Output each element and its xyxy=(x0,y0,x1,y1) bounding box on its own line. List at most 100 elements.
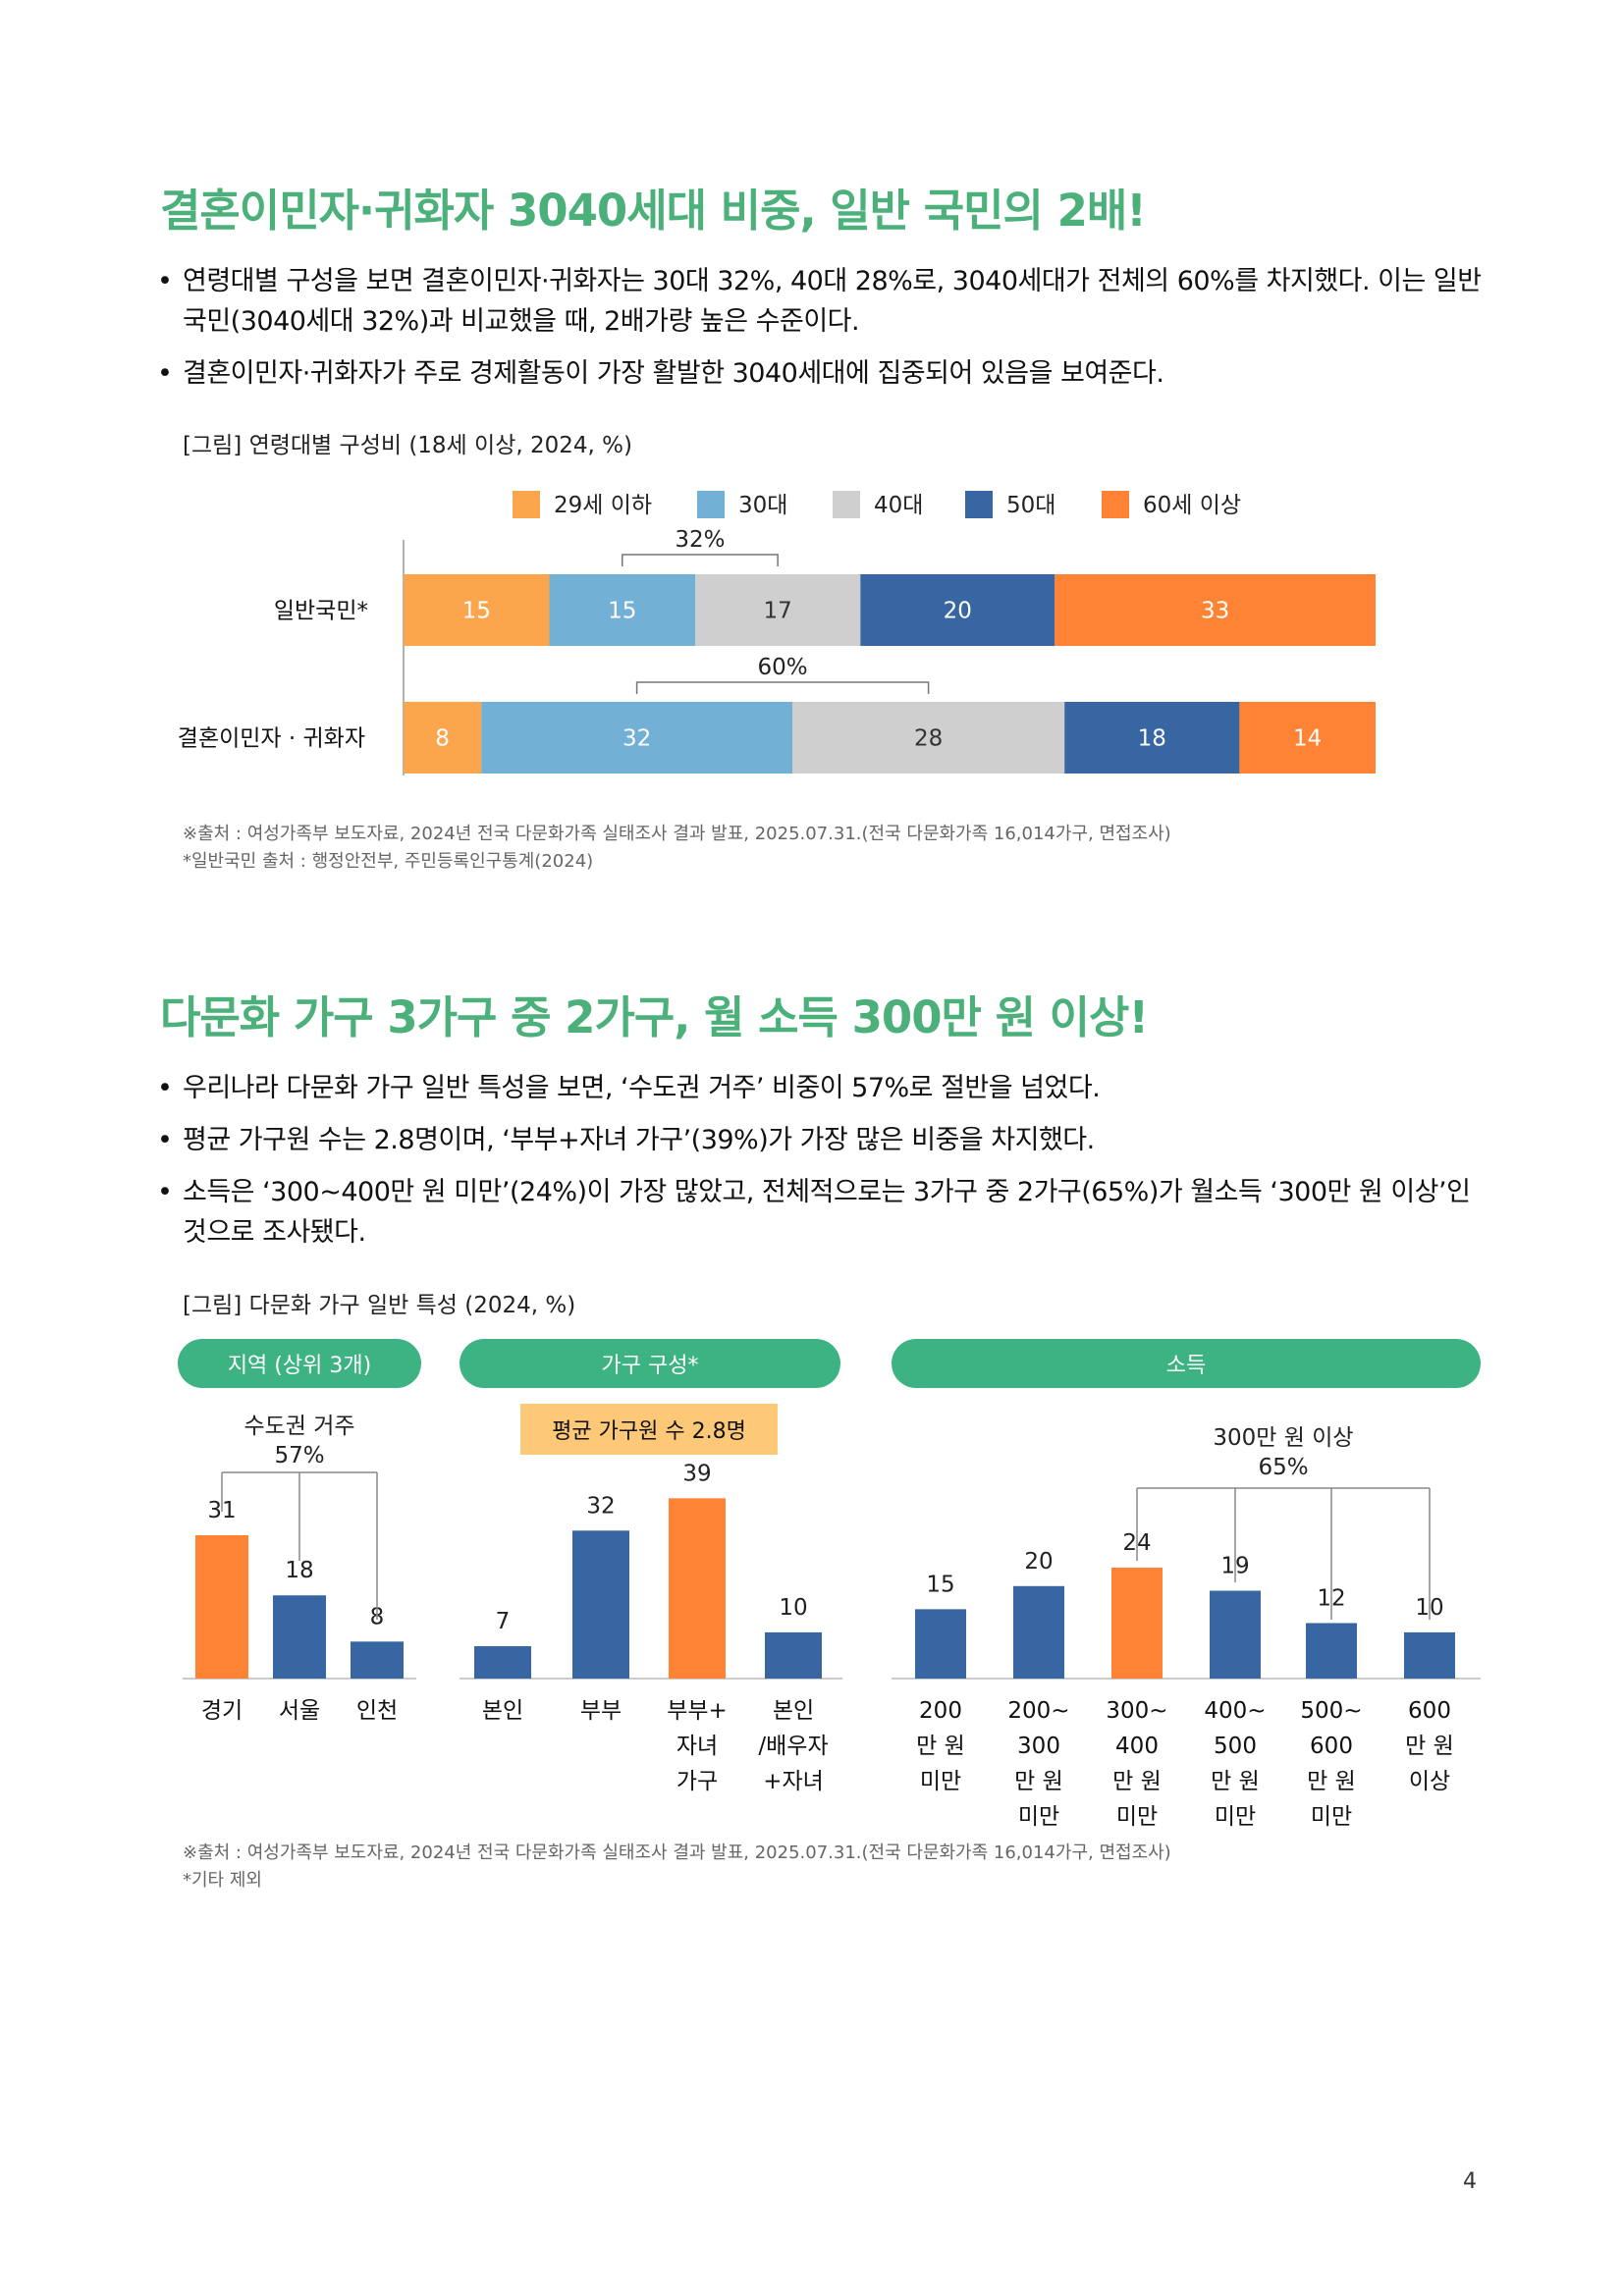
legend-swatch xyxy=(965,491,993,518)
data-label: 14 xyxy=(1293,726,1322,752)
bar xyxy=(1306,1623,1357,1679)
legend-label: 40대 xyxy=(874,493,923,518)
bar xyxy=(1111,1567,1163,1679)
category-label: 본인/배우자 +자녀 xyxy=(758,1698,828,1794)
source-line: ※출처 : 여성가족부 보도자료, 2024년 전국 다문화가족 실태조사 결과… xyxy=(183,1842,1171,1863)
legend-label: 29세 이하 xyxy=(554,493,652,518)
data-label: 10 xyxy=(779,1595,807,1621)
data-label: 8 xyxy=(435,726,450,752)
category-label: 경기 xyxy=(201,1698,243,1724)
source-line: ※출처 : 여성가족부 보도자료, 2024년 전국 다문화가족 실태조사 결과… xyxy=(183,824,1171,844)
bar xyxy=(1404,1631,1455,1679)
bar-segment xyxy=(860,574,1055,646)
category-label: 200 만 원 미만 xyxy=(916,1698,965,1794)
region-panel-header: 지역 (상위 3개) xyxy=(178,1339,421,1388)
data-label: 32 xyxy=(622,726,651,752)
section2-bullet: 평균 가구원 수는 2.8명이며, ‘부부+자녀 가구’(39%)가 가장 많은… xyxy=(157,1120,1492,1160)
figure2-caption: [그림] 다문화 가구 일반 특성 (2024, %) xyxy=(183,1293,576,1318)
section2-bullet: 소득은 ‘300~400만 원 미만’(24%)이 가장 많았고, 전체적으로는… xyxy=(157,1172,1492,1253)
bar-segment xyxy=(404,574,550,646)
section2-bullets: 우리나라 다문화 가구 일반 특성을 보면, ‘수도권 거주’ 비중이 57%로… xyxy=(157,1068,1492,1264)
category-label: 600 만 원 이상 xyxy=(1405,1698,1454,1794)
bracket-line xyxy=(622,554,779,566)
category-label: 500~ 600 만 원 미만 xyxy=(1300,1698,1362,1830)
stacked-bars: 일반국민* 15 15 17 20 33 32% 결혼이민자 · 귀화자 8 32 28 18 14 60… xyxy=(178,527,1376,775)
category-label: 200~ 300 만 원 미만 xyxy=(1007,1698,1069,1830)
household-chart: 7 본인 32 부부 39 부부+ 자녀 가구 10 본인/배우자 +자녀 xyxy=(460,1461,842,1794)
category-label: 400~ 500 만 원 미만 xyxy=(1204,1698,1266,1830)
income-panel-header: 소득 xyxy=(892,1339,1481,1388)
bar xyxy=(915,1609,966,1679)
figure1-caption: [그림] 연령대별 구성비 (18세 이상, 2024, %) xyxy=(183,433,632,458)
category-label: 300~ 400 만 원 미만 xyxy=(1106,1698,1167,1830)
bar-segment xyxy=(549,574,695,646)
section2-bullet: 우리나라 다문화 가구 일반 특성을 보면, ‘수도권 거주’ 비중이 57%로… xyxy=(157,1068,1492,1108)
section2-sources: ※출처 : 여성가족부 보도자료, 2024년 전국 다문화가족 실태조사 결과… xyxy=(183,1840,1171,1895)
avg-household-size-box: 평균 가구원 수 2.8명 xyxy=(520,1404,778,1455)
bar xyxy=(1013,1585,1064,1679)
category-label: 결혼이민자 · 귀화자 xyxy=(178,726,365,752)
page-number: 4 xyxy=(1463,2169,1477,2194)
data-label: 15 xyxy=(608,599,636,624)
category-label: 인천 xyxy=(356,1698,398,1724)
section1-sources: ※출처 : 여성가족부 보도자료, 2024년 전국 다문화가족 실태조사 결과… xyxy=(183,821,1171,876)
chart-legend: 29세 이하 30대 40대 50대 60세 이상 xyxy=(513,491,1241,518)
bar-segment xyxy=(481,702,792,774)
bar-segment xyxy=(1064,702,1240,774)
section1-title: 결혼이민자·귀화자 3040세대 비중, 일반 국민의 2배! xyxy=(160,185,1147,237)
bracket-label: 60% xyxy=(758,655,808,680)
legend-swatch xyxy=(697,491,725,518)
bracket-line xyxy=(635,681,930,694)
section1-bullet: 결혼이민자·귀화자가 주로 경제활동이 가장 활발한 3040세대에 집중되어 … xyxy=(157,353,1492,394)
bar xyxy=(195,1535,248,1679)
bar-segment xyxy=(1055,574,1376,646)
legend-label: 50대 xyxy=(1006,493,1055,518)
bar-segment xyxy=(695,574,861,646)
bar xyxy=(351,1641,404,1679)
legend-swatch xyxy=(1102,491,1129,518)
bar xyxy=(765,1631,822,1679)
data-label: 18 xyxy=(1138,726,1166,752)
category-label: 본인 xyxy=(482,1698,523,1724)
data-label: 20 xyxy=(1024,1549,1053,1575)
section2-title: 다문화 가구 3가구 중 2가구, 월 소득 300만 원 이상! xyxy=(160,991,1149,1043)
data-label: 18 xyxy=(285,1558,313,1583)
legend-swatch xyxy=(513,491,540,518)
section1-bullet: 연령대별 구성을 보면 결혼이민자·귀화자는 30대 32%, 40대 28%로… xyxy=(157,261,1492,342)
bar xyxy=(273,1595,326,1679)
legend-label: 60세 이상 xyxy=(1143,493,1241,518)
bar xyxy=(669,1498,726,1679)
bracket-label: 57% xyxy=(274,1443,324,1468)
bar xyxy=(572,1530,629,1679)
bracket-label: 수도권 거주 xyxy=(243,1414,354,1439)
data-label: 33 xyxy=(1201,599,1229,624)
data-label: 17 xyxy=(764,599,792,624)
bracket-label: 300만 원 이상 xyxy=(1213,1425,1353,1451)
data-label: 15 xyxy=(462,599,491,624)
bracket-label: 32% xyxy=(675,527,725,553)
bar-segment xyxy=(404,702,482,774)
bar xyxy=(474,1646,531,1679)
household-panel-header: 가구 구성* xyxy=(460,1339,840,1388)
bar xyxy=(1210,1590,1261,1679)
category-label: 일반국민* xyxy=(274,599,368,624)
category-label: 부부+ 자녀 가구 xyxy=(667,1698,728,1794)
bracket-label: 65% xyxy=(1258,1455,1308,1480)
data-label: 7 xyxy=(496,1609,511,1634)
data-label: 39 xyxy=(682,1461,711,1486)
legend-swatch xyxy=(833,491,860,518)
category-label: 서울 xyxy=(279,1698,320,1724)
source-line: *일반국민 출처 : 행정안전부, 주민등록인구통계(2024) xyxy=(183,851,594,872)
data-label: 32 xyxy=(586,1493,615,1519)
data-label: 20 xyxy=(944,599,972,624)
bar-segment xyxy=(792,702,1065,774)
category-label: 부부 xyxy=(580,1698,622,1724)
source-line: *기타 제외 xyxy=(183,1870,262,1891)
data-label: 28 xyxy=(914,726,943,752)
age-composition-chart: 29세 이하 30대 40대 50대 60세 이상 일반국민* 15 15 17 20 33 32%… xyxy=(178,491,1376,775)
data-label: 15 xyxy=(926,1572,954,1597)
bar-segment xyxy=(1239,702,1376,774)
